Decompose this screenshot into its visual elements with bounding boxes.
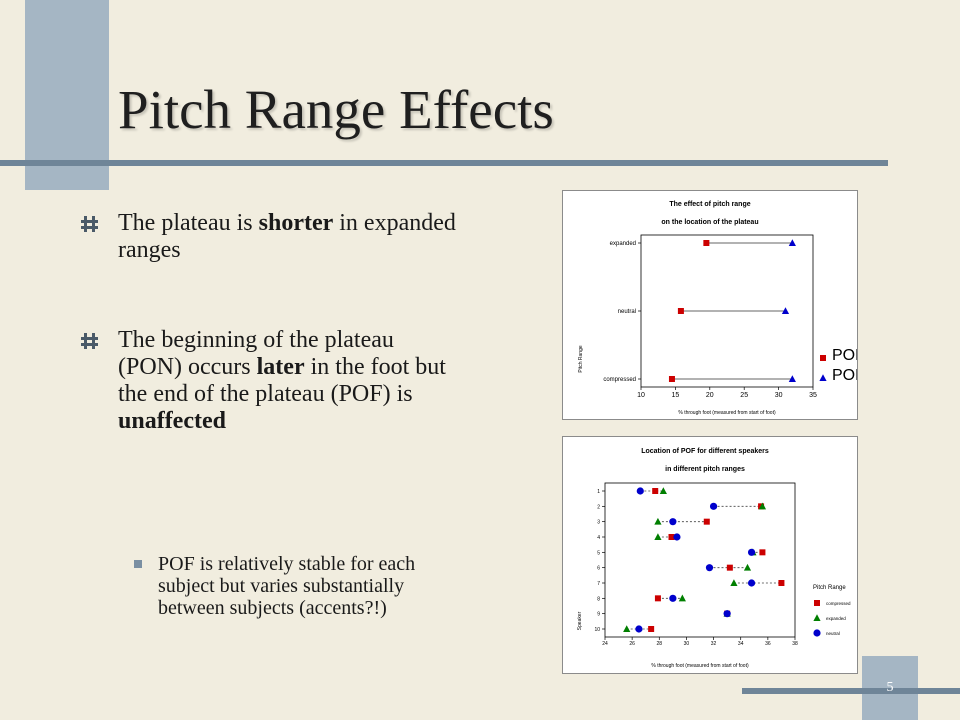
data-point-compressed (726, 564, 733, 571)
legend-marker-POF (819, 374, 827, 381)
x-tick-label: 38 (792, 641, 798, 647)
data-point-neutral (705, 564, 714, 572)
data-point-POF (781, 307, 790, 314)
data-point-neutral (635, 625, 643, 633)
x-tick-label: 15 (672, 392, 680, 399)
sub-bullet: POF is relatively stable for each subjec… (134, 553, 460, 619)
legend-label: PON (832, 347, 857, 364)
y-tick-label: 6 (597, 566, 600, 572)
x-tick-label: 35 (809, 392, 817, 399)
data-point-neutral (709, 502, 718, 510)
y-tick-label: 2 (597, 504, 600, 510)
legend-label: neutral (826, 631, 840, 636)
chart-2-svg: Location of POF for different speakers in… (577, 448, 851, 669)
data-point-expanded (758, 502, 767, 510)
data-point-expanded (659, 487, 667, 494)
data-point-POF (788, 375, 796, 382)
decorative-square (25, 0, 109, 190)
legend-marker-neutral (813, 629, 821, 637)
y-tick-label: neutral (618, 309, 636, 315)
data-point-expanded (654, 517, 662, 525)
data-point-neutral (669, 594, 677, 602)
data-point-expanded (654, 533, 662, 540)
data-point-compressed (759, 549, 766, 556)
data-point-neutral (723, 610, 731, 618)
chart-pof-speakers: Location of POF for different speakers in… (562, 436, 858, 674)
x-tick-label: 36 (765, 641, 771, 647)
y-tick-label: 1 (597, 489, 600, 495)
data-point-neutral (669, 518, 677, 526)
data-point-compressed (648, 626, 655, 632)
x-axis-label: % through foot (measured from start of f… (678, 410, 776, 416)
slide-title: Pitch Range Effects (118, 79, 554, 140)
bullet-1: The plateau is shorter in expanded range… (80, 210, 460, 264)
y-tick-label: 9 (597, 612, 600, 618)
data-point-compressed (668, 534, 675, 540)
data-point-neutral (747, 548, 756, 556)
x-tick-label: 25 (740, 392, 748, 399)
footer-rule (742, 688, 960, 694)
page-number: 5 (886, 680, 894, 695)
y-tick-label: compressed (603, 377, 636, 383)
y-tick-label: expanded (610, 241, 636, 247)
data-point-neutral (673, 533, 681, 541)
chart-pitch-range-effect: The effect of pitch range on the location… (562, 190, 858, 420)
square-bullet-icon (134, 560, 142, 568)
data-point-PON (677, 308, 684, 314)
x-axis-label: % through foot (measured from start of f… (651, 663, 749, 669)
chart-subtitle: in different pitch ranges (665, 466, 745, 473)
x-tick-label: 24 (602, 641, 608, 647)
data-point-neutral (636, 487, 644, 495)
data-point-PON (703, 240, 710, 246)
x-tick-label: 28 (657, 641, 663, 647)
x-tick-label: 30 (684, 641, 690, 647)
data-point-PON (668, 376, 675, 382)
y-tick-label: 4 (597, 535, 600, 541)
legend-label: expanded (826, 616, 846, 621)
legend-title: Pitch Range (813, 585, 846, 591)
x-tick-label: 20 (706, 392, 714, 399)
legend-label: POF (832, 367, 857, 384)
y-tick-label: 8 (597, 596, 600, 602)
hash-bullet-icon (81, 333, 98, 349)
data-point-expanded (678, 594, 686, 602)
bullet-2: The beginning of the plateau (PON) occur… (80, 327, 460, 435)
x-tick-label: 10 (637, 392, 645, 399)
x-tick-label: 30 (775, 392, 783, 399)
legend-marker-compressed (814, 600, 820, 606)
legend-marker-PON (820, 355, 826, 361)
x-tick-label: 34 (738, 641, 744, 647)
data-point-compressed (652, 488, 659, 494)
chart-title: The effect of pitch range (669, 201, 750, 208)
legend-marker-expanded (813, 614, 821, 621)
chart-subtitle: on the location of the plateau (661, 219, 758, 226)
chart-title: Location of POF for different speakers (641, 448, 769, 455)
y-axis-label: Pitch Range (578, 345, 584, 372)
plot-frame (604, 482, 796, 638)
hash-bullet-icon (81, 216, 98, 232)
title-underline (0, 160, 888, 166)
legend-label: compressed (826, 601, 851, 606)
data-point-neutral (747, 579, 756, 587)
x-tick-label: 26 (629, 641, 635, 647)
y-tick-label: 10 (594, 627, 600, 633)
data-point-expanded (743, 563, 752, 571)
data-point-compressed (703, 518, 710, 525)
data-point-expanded (730, 579, 738, 586)
chart-1-svg: The effect of pitch range on the location… (578, 201, 857, 416)
data-point-compressed (778, 580, 785, 586)
x-tick-label: 32 (711, 641, 717, 647)
data-point-expanded (623, 625, 631, 632)
y-tick-label: 5 (597, 550, 600, 556)
data-point-POF (788, 239, 796, 246)
y-tick-label: 7 (597, 581, 600, 587)
y-tick-label: 3 (597, 520, 600, 526)
y-axis-label: Speaker (577, 611, 583, 630)
data-point-compressed (654, 595, 661, 602)
